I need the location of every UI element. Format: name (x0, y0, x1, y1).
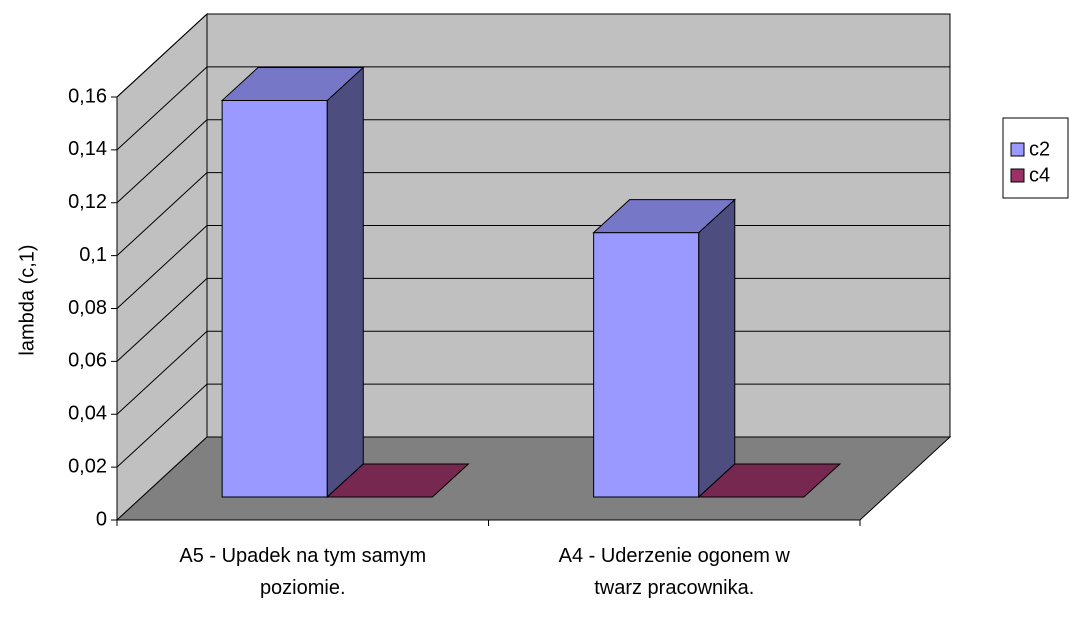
legend-swatch (1010, 168, 1025, 183)
y-tick-label: 0,14 (68, 138, 107, 160)
grid-line (116, 278, 208, 362)
legend-swatch (1010, 142, 1025, 157)
legend-label: c2 (1029, 138, 1050, 160)
bar-side (698, 198, 736, 499)
bar (325, 463, 470, 498)
bar (592, 198, 737, 499)
bar (220, 66, 365, 499)
legend-frame (1002, 117, 1069, 199)
y-tick-label: 0,02 (68, 455, 107, 477)
bar (697, 463, 842, 498)
y-tick-label: 0,08 (68, 297, 107, 319)
grid-line (116, 119, 208, 204)
grid-line (116, 66, 208, 151)
x-tick-label: A4 - Uderzenie ogonem w twarz pracownika… (558, 545, 790, 599)
bar-top (697, 463, 842, 498)
grid-line (116, 383, 208, 468)
grid-line (116, 172, 208, 256)
bar-top (220, 66, 365, 101)
bar-front (221, 99, 328, 498)
y-tick-label: 0,1 (79, 244, 107, 266)
y-tick-label: 0 (96, 508, 107, 530)
bar-front (593, 232, 700, 498)
y-tick-label: 0,12 (68, 191, 107, 213)
bar-top (325, 463, 470, 498)
y-tick-label: 0,16 (68, 85, 107, 107)
grid-line (116, 225, 208, 309)
bar-top (592, 199, 737, 234)
y-tick-label: 0,06 (68, 350, 107, 372)
grid-line (116, 13, 208, 98)
grid-line (116, 330, 208, 415)
bar-side (326, 66, 364, 499)
legend-label: c4 (1029, 164, 1050, 186)
y-axis-label: lambda (c,1) (16, 244, 38, 355)
x-tick-label: A5 - Upadek na tym samym poziomie. (179, 545, 427, 599)
y-tick-label: 0,04 (68, 403, 107, 425)
